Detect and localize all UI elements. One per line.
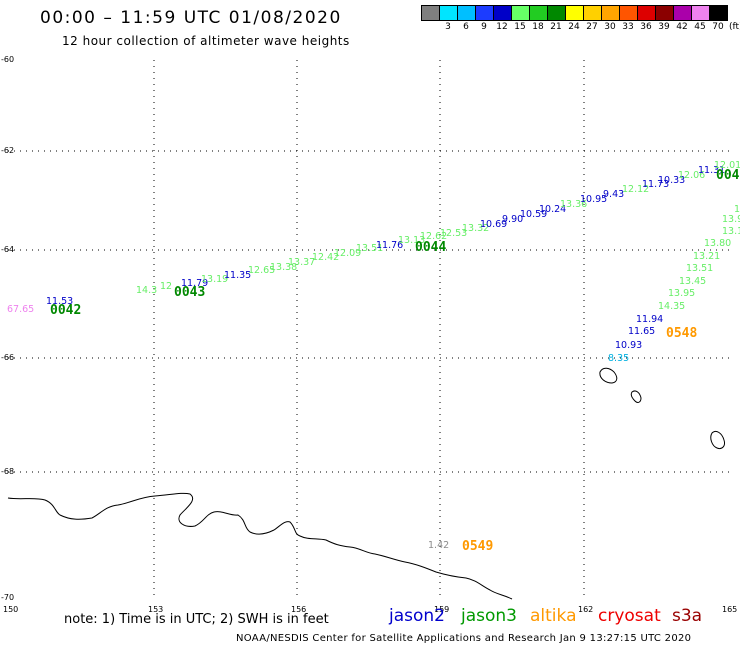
wave-height-label: 13.19	[201, 274, 228, 285]
wave-height-label: 12.01	[714, 160, 740, 171]
lon-label: 162	[578, 605, 593, 614]
wave-height-label: 10.24	[539, 204, 566, 215]
colorbar-label: 18	[532, 22, 544, 32]
wave-height-label: 1.42	[428, 540, 449, 551]
wave-height-label: 13.80	[704, 238, 731, 249]
lat-label: -66	[1, 353, 14, 362]
lat-label: -62	[1, 146, 14, 155]
lat-label: -70	[1, 593, 14, 602]
colorbar-label: 30	[604, 22, 616, 32]
graticule	[8, 60, 732, 598]
wave-height-label: 14.35	[658, 301, 685, 312]
wave-height-label: 12.62	[420, 231, 447, 242]
wave-height-label: 10.93	[615, 340, 642, 351]
wave-height-label: 13.51	[356, 243, 383, 254]
wave-height-label: 67.65	[7, 304, 34, 315]
colorbar-label: 24	[568, 22, 580, 32]
colorbar-label: 27	[586, 22, 598, 32]
wave-height-label: 13.38	[270, 262, 297, 273]
wave-height-label: 13.45	[679, 276, 706, 287]
wave-height-label: 12.65	[248, 265, 275, 276]
wave-height-label: 13.13	[398, 235, 425, 246]
wave-height-label: 14.3	[136, 285, 157, 296]
legend-cryosat: cryosat	[598, 606, 661, 626]
legend-altika: altika	[530, 606, 577, 626]
wave-height-label: 12.12	[622, 184, 649, 195]
wave-height-label: 13.18	[722, 226, 740, 237]
wave-height-label: 13.95	[668, 288, 695, 299]
wave-height-label: 13.37	[288, 257, 315, 268]
lon-label: 150	[3, 605, 18, 614]
colorbar-label: 21	[550, 22, 562, 32]
pass-time-label: 0548	[666, 326, 697, 341]
wave-height-label: 10.95	[580, 194, 607, 205]
legend-jason3: jason3	[461, 606, 517, 626]
wave-height-label: 12.06	[678, 170, 705, 181]
map-subtitle: 12 hour collection of altimeter wave hei…	[62, 34, 350, 48]
wave-height-label: 13.9	[722, 214, 740, 225]
wave-height-label: 10.59	[520, 209, 547, 220]
wave-height-label: 9.90	[502, 214, 523, 225]
footer-note: note: 1) Time is in UTC; 2) SWH is in fe…	[64, 612, 329, 627]
colorbar-label: 6	[463, 22, 469, 32]
wave-height-label: 12	[160, 281, 172, 292]
footer-credit: NOAA/NESDIS Center for Satellite Applica…	[236, 633, 692, 644]
colorbar-label: 39	[658, 22, 670, 32]
wave-height-label: 11.35	[224, 270, 251, 281]
wave-height-label: 12.09	[334, 248, 361, 259]
wave-height-label: 12.53	[440, 228, 467, 239]
lon-label: 159	[434, 605, 449, 614]
colorbar-label: 45	[694, 22, 706, 32]
pass-time-label: 0043	[174, 285, 205, 300]
wave-height-label: 13	[734, 204, 740, 215]
wave-height-label: 9.43	[603, 189, 624, 200]
pass-time-label: 0044	[415, 240, 446, 255]
pass-time-label: 0044	[716, 168, 740, 183]
colorbar-label: 42	[676, 22, 688, 32]
coastline	[7, 367, 725, 600]
wave-height-label: 10.33	[658, 175, 685, 186]
colorbar-label: 36	[640, 22, 652, 32]
wave-height-label: 11.53	[46, 296, 73, 307]
colorbar	[421, 5, 728, 21]
colorbar-label: 9	[481, 22, 487, 32]
lat-label: -60	[1, 55, 14, 64]
wave-height-label: 11.76	[376, 240, 403, 251]
colorbar-swatch	[709, 5, 728, 21]
colorbar-unit: (ft)	[729, 22, 740, 32]
wave-height-label: 13.51	[686, 263, 713, 274]
lat-label: -64	[1, 245, 14, 254]
legend-s3a: s3a	[672, 606, 703, 626]
colorbar-label: 70	[712, 22, 724, 32]
wave-height-label: 13.32	[462, 223, 489, 234]
colorbar-label: 15	[514, 22, 526, 32]
lon-label: 153	[148, 605, 163, 614]
lon-label: 156	[291, 605, 306, 614]
wave-height-label: 13.21	[693, 251, 720, 262]
legend-jason2: jason2	[389, 606, 445, 626]
pass-time-label: 0042	[50, 303, 81, 318]
wave-height-label: 11.73	[642, 179, 669, 190]
wave-height-label: 13.36	[560, 199, 587, 210]
lat-label: -68	[1, 467, 14, 476]
pass-time-label: 0549	[462, 539, 493, 554]
colorbar-label: 3	[445, 22, 451, 32]
wave-height-label: 11.65	[628, 326, 655, 337]
wave-height-label: 11.79	[181, 278, 208, 289]
wave-height-label: 10.69	[480, 219, 507, 230]
colorbar-label: 33	[622, 22, 634, 32]
wave-height-label: 12.42	[312, 252, 339, 263]
wave-height-label: 11.31	[698, 165, 725, 176]
wave-height-label: 11.94	[636, 314, 663, 325]
lon-label: 165	[722, 605, 737, 614]
colorbar-label: 12	[496, 22, 508, 32]
axis-labels: 150 153 156 159 162 165 -60 -62 -64 -66 …	[1, 55, 737, 614]
map-title: 00:00 – 11:59 UTC 01/08/2020	[40, 8, 342, 28]
wave-height-label: 8.35	[608, 353, 629, 364]
